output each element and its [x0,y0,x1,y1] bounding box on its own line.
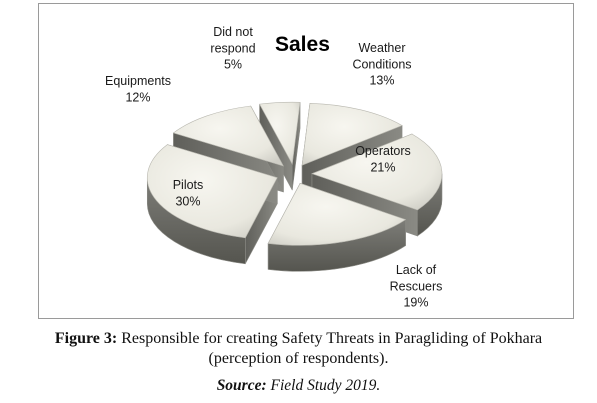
slice-label-line: Did not [213,25,253,39]
slice-label-line: 21% [370,160,395,174]
figure-caption-text-1: Responsible for creating Safety Threats … [121,330,543,347]
chart-frame: Sales Weather Conditions 13% Operators 21% La… [38,3,574,319]
pie-slice-top [259,101,301,166]
slice-label: Did not respond 5% [210,25,255,72]
pie-slice [146,144,278,265]
source-text: Field Study 2019. [270,377,381,394]
source-label: Source: [216,377,267,394]
figure-caption-continued: (perception of respondents). [0,350,597,368]
slice-label-line: Rescuers [390,279,443,293]
figure-source: Source: Field Study 2019. [0,377,597,395]
figure-label: Figure 3: [54,330,118,347]
slice-label-line: 12% [125,90,150,104]
slice-label-line: 5% [224,58,242,72]
pie-slice [259,101,301,191]
slice-label-line: Operators [355,144,411,158]
slice-label-line: Weather [358,41,405,55]
slice-label-line: respond [210,41,255,55]
pie-chart: Sales Weather Conditions 13% Operators 21% La… [105,25,443,310]
pie-slice-top [172,105,284,167]
slice-label-line: 19% [403,296,428,310]
slice-label-line: Conditions [352,57,411,71]
slice-label: Equipments 12% [105,74,171,104]
pie-slice [267,182,407,272]
slice-label: Weather Conditions 13% [352,41,411,88]
figure-caption-text-2: (perception of respondents). [208,350,389,367]
chart-title: Sales [275,33,330,56]
slice-label: Pilots 30% [173,178,204,208]
slice-label-line: Lack of [396,263,437,277]
slice-label: Lack of Rescuers 19% [390,263,443,310]
slice-label-line: 13% [369,74,394,88]
slice-label-line: 30% [175,194,200,208]
pie-slice-top [267,182,407,246]
slice-label-line: Pilots [173,178,204,192]
pie-slice-top [311,133,443,211]
slice-label: Operators 21% [355,144,411,174]
pie-slice-top [301,102,403,166]
pie-slice-top [147,144,278,239]
figure-caption: Figure 3: Responsible for creating Safet… [0,330,597,348]
slice-label-line: Equipments [105,74,171,88]
